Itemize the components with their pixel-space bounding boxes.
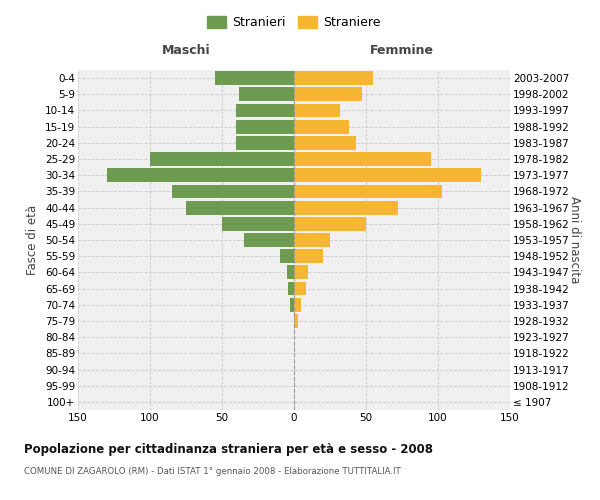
Bar <box>294 298 301 312</box>
Bar <box>172 184 294 198</box>
Bar <box>290 298 294 312</box>
Bar <box>294 200 398 214</box>
Bar <box>215 71 294 85</box>
Bar <box>236 104 294 118</box>
Bar <box>294 282 305 296</box>
Text: Popolazione per cittadinanza straniera per età e sesso - 2008: Popolazione per cittadinanza straniera p… <box>24 442 433 456</box>
Y-axis label: Fasce di età: Fasce di età <box>26 205 40 275</box>
Text: Maschi: Maschi <box>161 44 211 57</box>
Bar <box>294 136 356 149</box>
Legend: Stranieri, Straniere: Stranieri, Straniere <box>202 11 386 34</box>
Bar <box>287 266 294 280</box>
Text: COMUNE DI ZAGAROLO (RM) - Dati ISTAT 1° gennaio 2008 - Elaborazione TUTTITALIA.I: COMUNE DI ZAGAROLO (RM) - Dati ISTAT 1° … <box>24 468 401 476</box>
Bar <box>222 217 294 230</box>
Y-axis label: Anni di nascita: Anni di nascita <box>568 196 581 284</box>
Bar <box>236 136 294 149</box>
Bar <box>294 266 308 280</box>
Text: Femmine: Femmine <box>370 44 434 57</box>
Bar <box>294 168 481 182</box>
Bar <box>294 314 298 328</box>
Bar <box>294 152 431 166</box>
Bar <box>280 250 294 263</box>
Bar <box>294 71 373 85</box>
Bar <box>294 184 442 198</box>
Bar <box>239 88 294 101</box>
Bar <box>294 120 349 134</box>
Bar <box>294 217 366 230</box>
Bar <box>244 233 294 247</box>
Bar <box>150 152 294 166</box>
Bar <box>186 200 294 214</box>
Bar <box>236 120 294 134</box>
Bar <box>294 104 340 118</box>
Bar <box>294 233 330 247</box>
Bar <box>294 250 323 263</box>
Bar <box>294 88 362 101</box>
Bar <box>107 168 294 182</box>
Bar <box>288 282 294 296</box>
